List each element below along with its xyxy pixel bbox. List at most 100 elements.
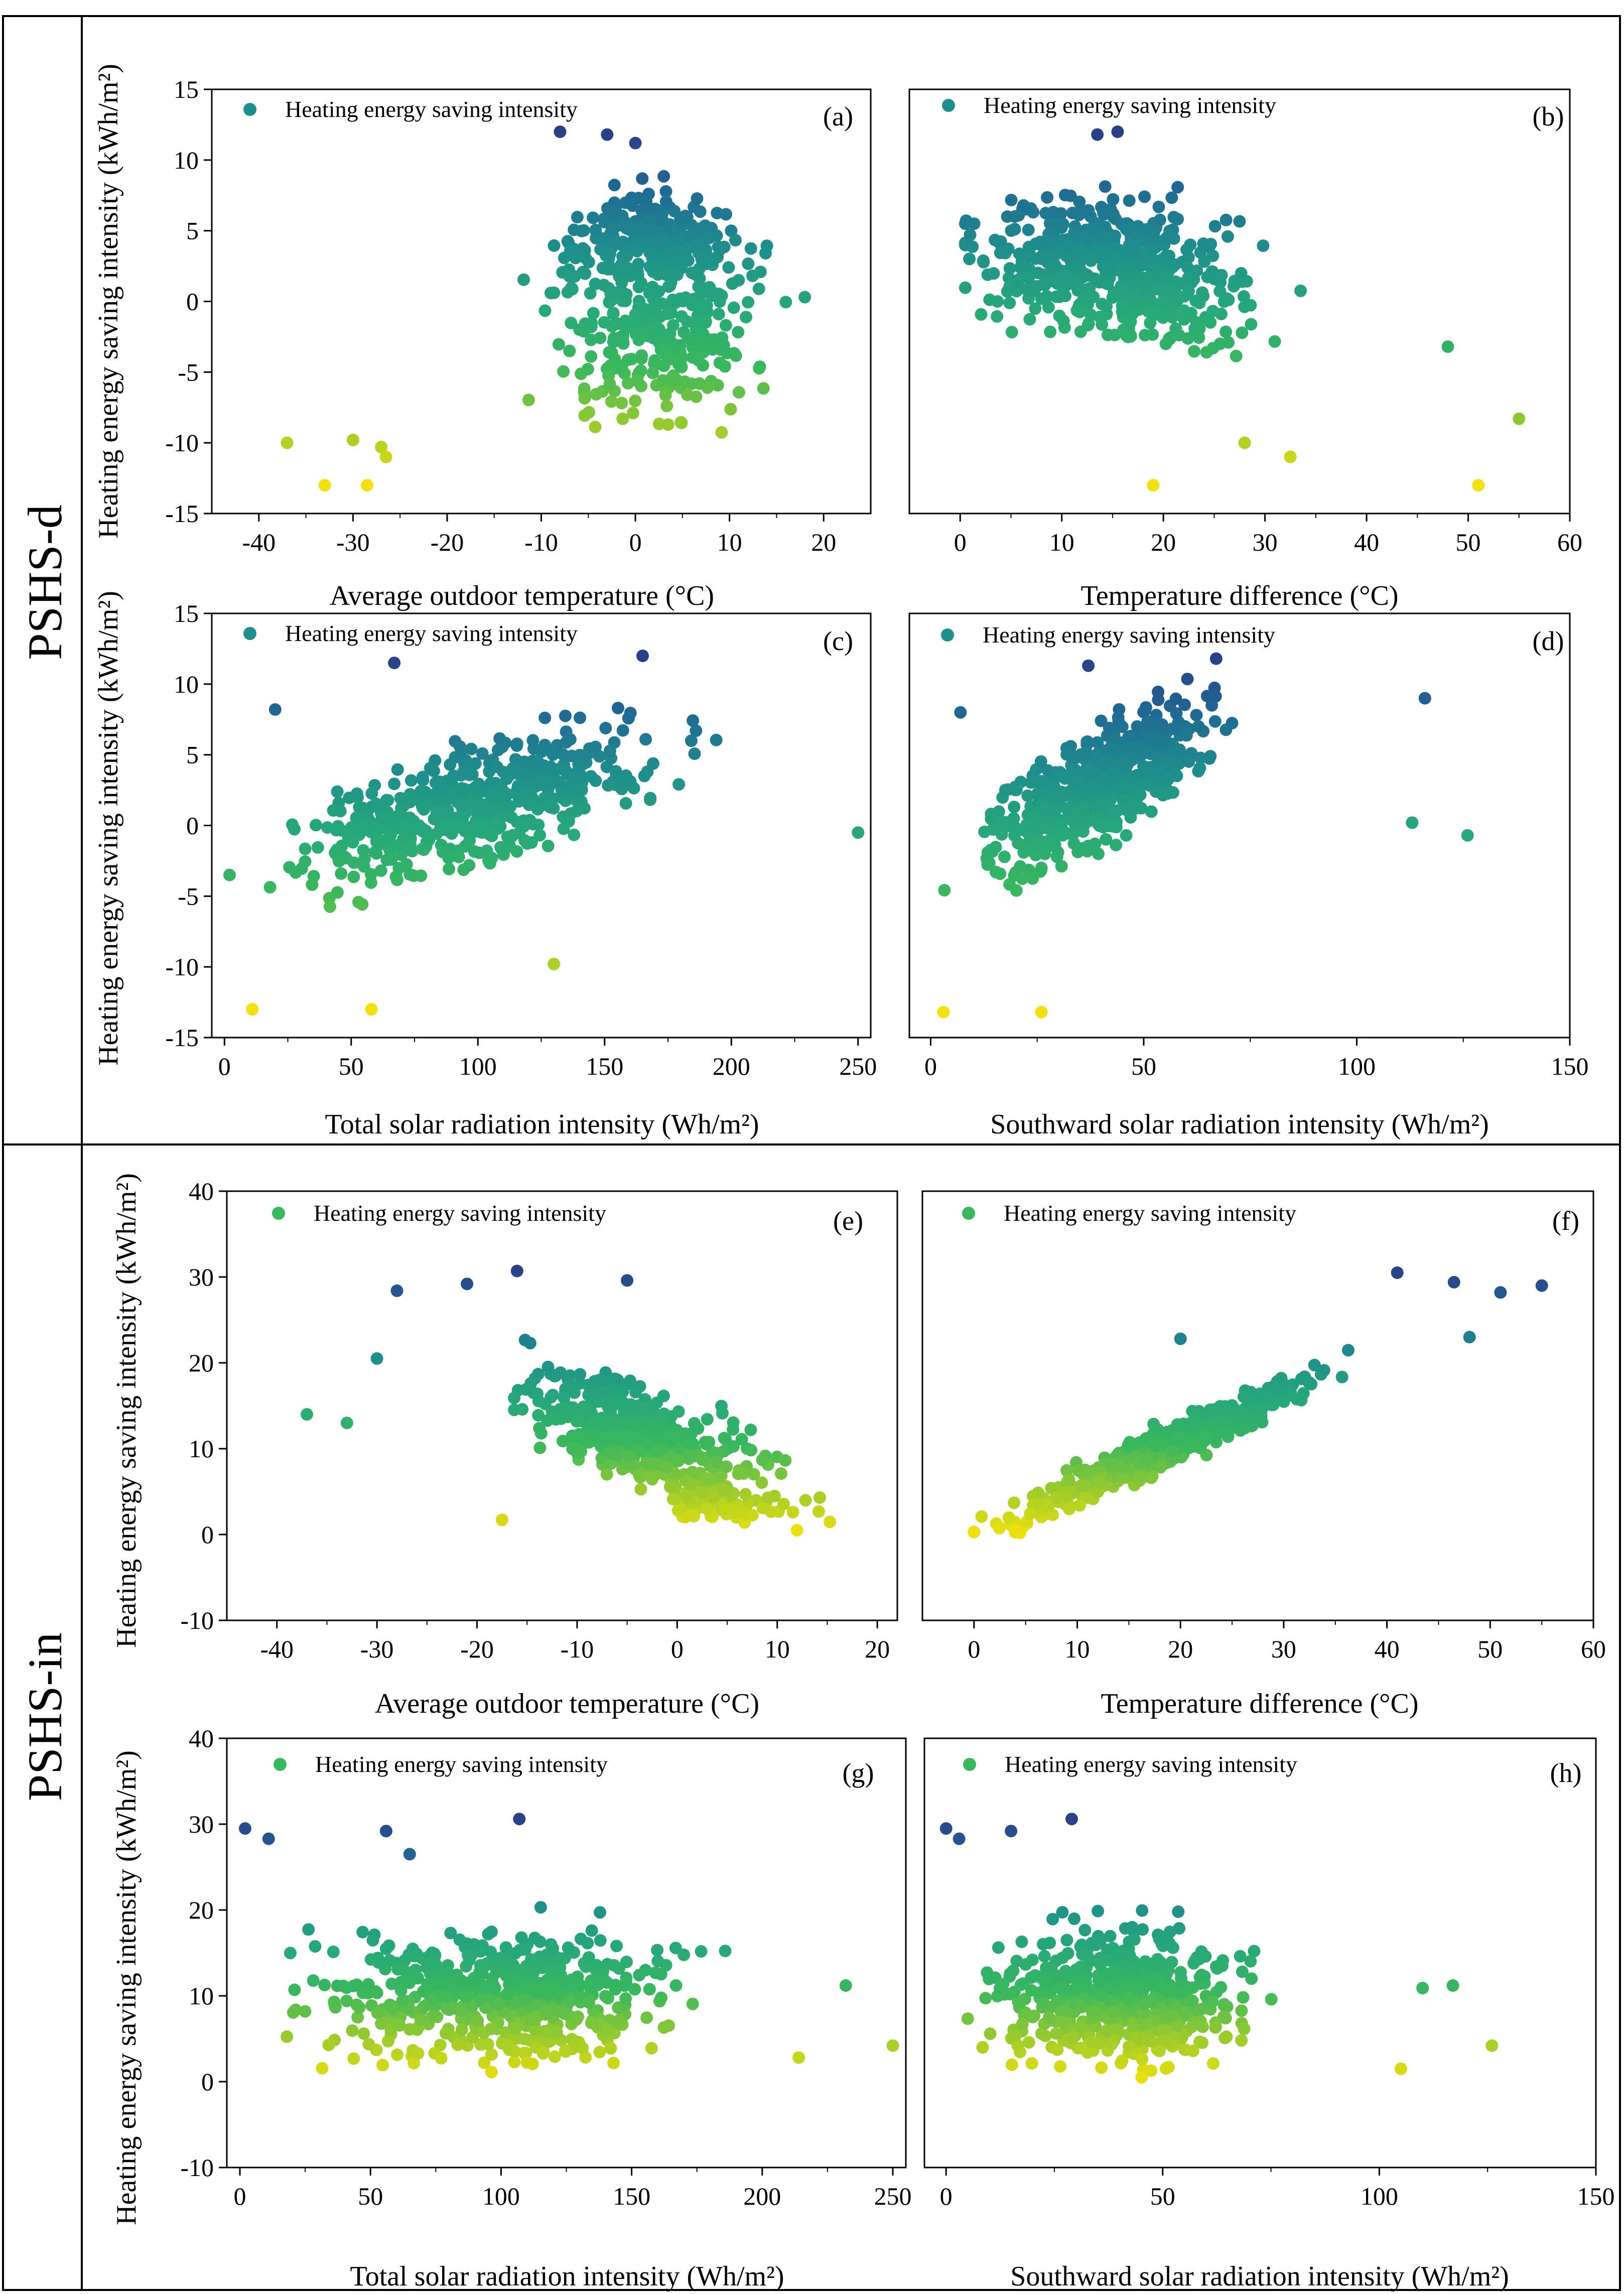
scatter-point [1463, 1331, 1476, 1344]
scatter-point [1003, 262, 1016, 275]
y-tick-label: -5 [178, 358, 199, 386]
scatter-point [457, 821, 470, 834]
scatter-point [370, 847, 383, 860]
scatter-point [1224, 1406, 1237, 1419]
scatter-point [337, 1979, 350, 1992]
scatter-point [403, 868, 417, 881]
scatter-point [700, 1472, 713, 1485]
scatter-point [695, 1486, 708, 1499]
scatter-point [612, 2001, 625, 2014]
scatter-point [601, 128, 614, 141]
scatter-point [472, 822, 485, 835]
scatter-point [493, 732, 506, 745]
scatter-point [563, 270, 576, 283]
scatter-point [1005, 224, 1018, 237]
scatter-point [724, 403, 737, 416]
scatter-point [1107, 193, 1120, 206]
scatter-point [357, 2027, 370, 2040]
x-tick-label: 10 [1049, 528, 1074, 556]
scatter-point [361, 479, 373, 492]
scatter-point [1178, 313, 1190, 326]
scatter-point [1193, 761, 1206, 775]
scatter-point [657, 170, 670, 183]
scatter-point [1163, 333, 1176, 345]
scatter-point [499, 1941, 512, 1954]
scatter-point [1016, 2017, 1029, 2030]
scatter-point [687, 714, 700, 727]
scatter-point [510, 737, 523, 750]
scatter-point [1395, 2062, 1407, 2075]
scatter-point [1172, 1905, 1185, 1918]
plot-area-frame [908, 612, 1571, 1039]
scatter-point [666, 1493, 680, 1505]
scatter-point [552, 775, 565, 788]
scatter-point [1236, 1965, 1249, 1978]
y-tick-label: -10 [180, 2153, 214, 2182]
scatter-point [585, 1389, 598, 1403]
scatter-point [712, 308, 725, 321]
scatter-point [659, 332, 672, 345]
scatter-point [1284, 450, 1297, 463]
scatter-point [1198, 255, 1211, 268]
scatter-point [548, 1370, 561, 1382]
scatter-point [508, 2056, 521, 2069]
scatter-point [686, 1478, 699, 1491]
scatter-point [637, 223, 650, 236]
scatter-point [1173, 743, 1186, 756]
scatter-point [1171, 2019, 1184, 2032]
scatter-point [605, 263, 618, 276]
x-tick-label: -10 [524, 528, 558, 556]
scatter-point [1029, 1969, 1042, 1982]
scatter-point [578, 749, 591, 762]
scatter-point [400, 858, 413, 871]
scatter-point [370, 835, 383, 848]
scatter-point [416, 786, 429, 799]
scatter-point [631, 310, 644, 322]
scatter-point [558, 1977, 571, 1990]
scatter-point [1067, 227, 1080, 240]
scatter-point [1199, 1431, 1212, 1444]
scatter-point [342, 831, 355, 844]
scatter-point [531, 803, 544, 816]
scatter-point [682, 1449, 695, 1462]
scatter-point [1208, 220, 1222, 233]
figure-frame: PSHS-d PSHS-in [2, 15, 1621, 2291]
scatter-point [542, 839, 555, 852]
scatter-point [335, 867, 348, 880]
scatter-point [1257, 239, 1270, 252]
scatter-point [1048, 792, 1061, 805]
x-tick-label: 50 [1456, 528, 1481, 556]
scatter-point [719, 1503, 732, 1516]
scatter-point [517, 820, 530, 833]
scatter-point [1119, 1922, 1132, 1935]
scatter-point [657, 1389, 670, 1403]
scatter-point [566, 1442, 579, 1455]
scatter-point [1068, 1912, 1080, 1925]
scatter-point [362, 1987, 374, 1999]
scatter-point [532, 818, 545, 831]
scatter-point [1052, 244, 1065, 258]
scatter-point [1071, 257, 1084, 270]
scatter-point [356, 898, 369, 911]
scatter-point [1097, 260, 1110, 273]
scatter-point [610, 767, 622, 780]
scatter-point [401, 843, 415, 855]
scatter-point [619, 1992, 632, 2005]
scatter-point [642, 187, 655, 200]
scatter-point [1138, 704, 1151, 717]
scatter-point [759, 246, 772, 260]
scatter-point [1076, 806, 1089, 819]
scatter-point [1213, 285, 1227, 298]
x-tick-label: 0 [218, 1052, 231, 1080]
scatter-point [1020, 283, 1033, 296]
scatter-point [981, 268, 994, 281]
scatter-point [518, 755, 531, 769]
scatter-point [694, 303, 707, 316]
scatter-point [357, 844, 370, 857]
scatter-point [1265, 1993, 1278, 2006]
scatter-point [560, 1402, 573, 1415]
x-axis-title: Average outdoor temperature (°C) [375, 1688, 759, 1719]
scatter-point [991, 295, 1004, 308]
scatter-point [631, 374, 644, 388]
scatter-point [1162, 2061, 1175, 2074]
